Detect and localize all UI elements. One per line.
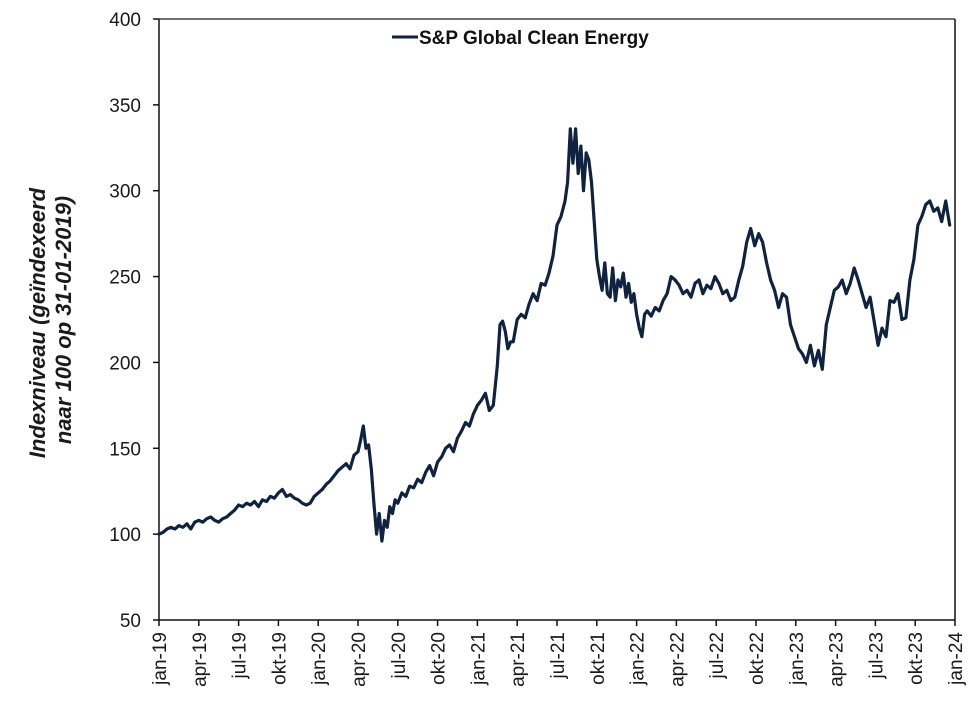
x-tick-label: jan-19 <box>150 632 171 686</box>
x-tick-label: jan-24 <box>946 632 967 686</box>
x-tick-label: apr-19 <box>190 632 211 687</box>
legend-label: S&P Global Clean Energy <box>419 28 649 49</box>
series-group <box>157 127 952 543</box>
y-axis-label: Indexniveau (geïndexeerd naar 100 op 31-… <box>25 182 76 458</box>
y-tick-label: 100 <box>109 525 141 546</box>
x-tick-label: jan-23 <box>787 632 808 686</box>
x-tick-label: okt-20 <box>429 632 450 685</box>
axes <box>158 18 956 621</box>
x-tick-label: jul-21 <box>548 632 569 679</box>
y-tick-label: 350 <box>109 96 141 117</box>
x-tick-label: jan-21 <box>468 632 489 686</box>
x-tick-label: jan-20 <box>309 632 330 686</box>
legend: S&P Global Clean Energy <box>392 28 649 49</box>
y-axis-label-line-2: naar 100 op 31-01-2019) <box>51 196 76 444</box>
x-tick-label: jul-22 <box>707 632 728 679</box>
x-tick-label: jul-20 <box>389 632 410 679</box>
x-tick-label: jan-22 <box>628 632 649 686</box>
x-axis-ticks: jan-19 apr-19 jul-19 okt-19 jan-20 apr-20 jul-… <box>150 620 967 687</box>
y-tick-label: 300 <box>109 182 141 203</box>
x-tick-label: okt-23 <box>906 632 927 685</box>
x-tick-label: jul-23 <box>866 632 887 679</box>
y-tick-label: 200 <box>109 353 141 374</box>
y-tick-label: 250 <box>109 268 141 289</box>
y-tick-label: 400 <box>109 10 141 31</box>
y-axis-label-line-1: Indexniveau (geïndexeerd <box>25 187 50 458</box>
series-line <box>157 127 952 543</box>
x-tick-label: apr-23 <box>827 632 848 687</box>
x-tick-label: jul-19 <box>230 632 251 679</box>
y-tick-label: 150 <box>109 439 141 460</box>
x-tick-label: apr-21 <box>508 632 529 687</box>
x-tick-label: apr-20 <box>349 632 370 687</box>
x-tick-label: okt-19 <box>269 632 290 685</box>
x-tick-label: apr-22 <box>667 632 688 687</box>
x-tick-label: okt-22 <box>747 632 768 685</box>
x-tick-label: okt-21 <box>588 632 609 685</box>
y-axis-ticks: 50 100 150 200 250 300 350 400 <box>109 10 159 632</box>
y-tick-label: 50 <box>120 611 141 632</box>
